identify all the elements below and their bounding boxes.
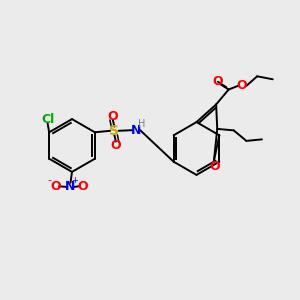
Text: N: N: [65, 180, 76, 194]
Text: O: O: [212, 75, 223, 88]
Text: S: S: [110, 124, 119, 138]
Text: O: O: [50, 180, 61, 193]
Text: -: -: [47, 175, 52, 185]
Text: Cl: Cl: [41, 113, 54, 126]
Text: H: H: [138, 118, 145, 129]
Text: N: N: [131, 124, 141, 137]
Text: O: O: [77, 180, 88, 193]
Text: +: +: [71, 176, 77, 185]
Text: O: O: [111, 139, 121, 152]
Text: O: O: [210, 160, 220, 173]
Text: O: O: [237, 80, 248, 92]
Text: O: O: [108, 110, 118, 123]
